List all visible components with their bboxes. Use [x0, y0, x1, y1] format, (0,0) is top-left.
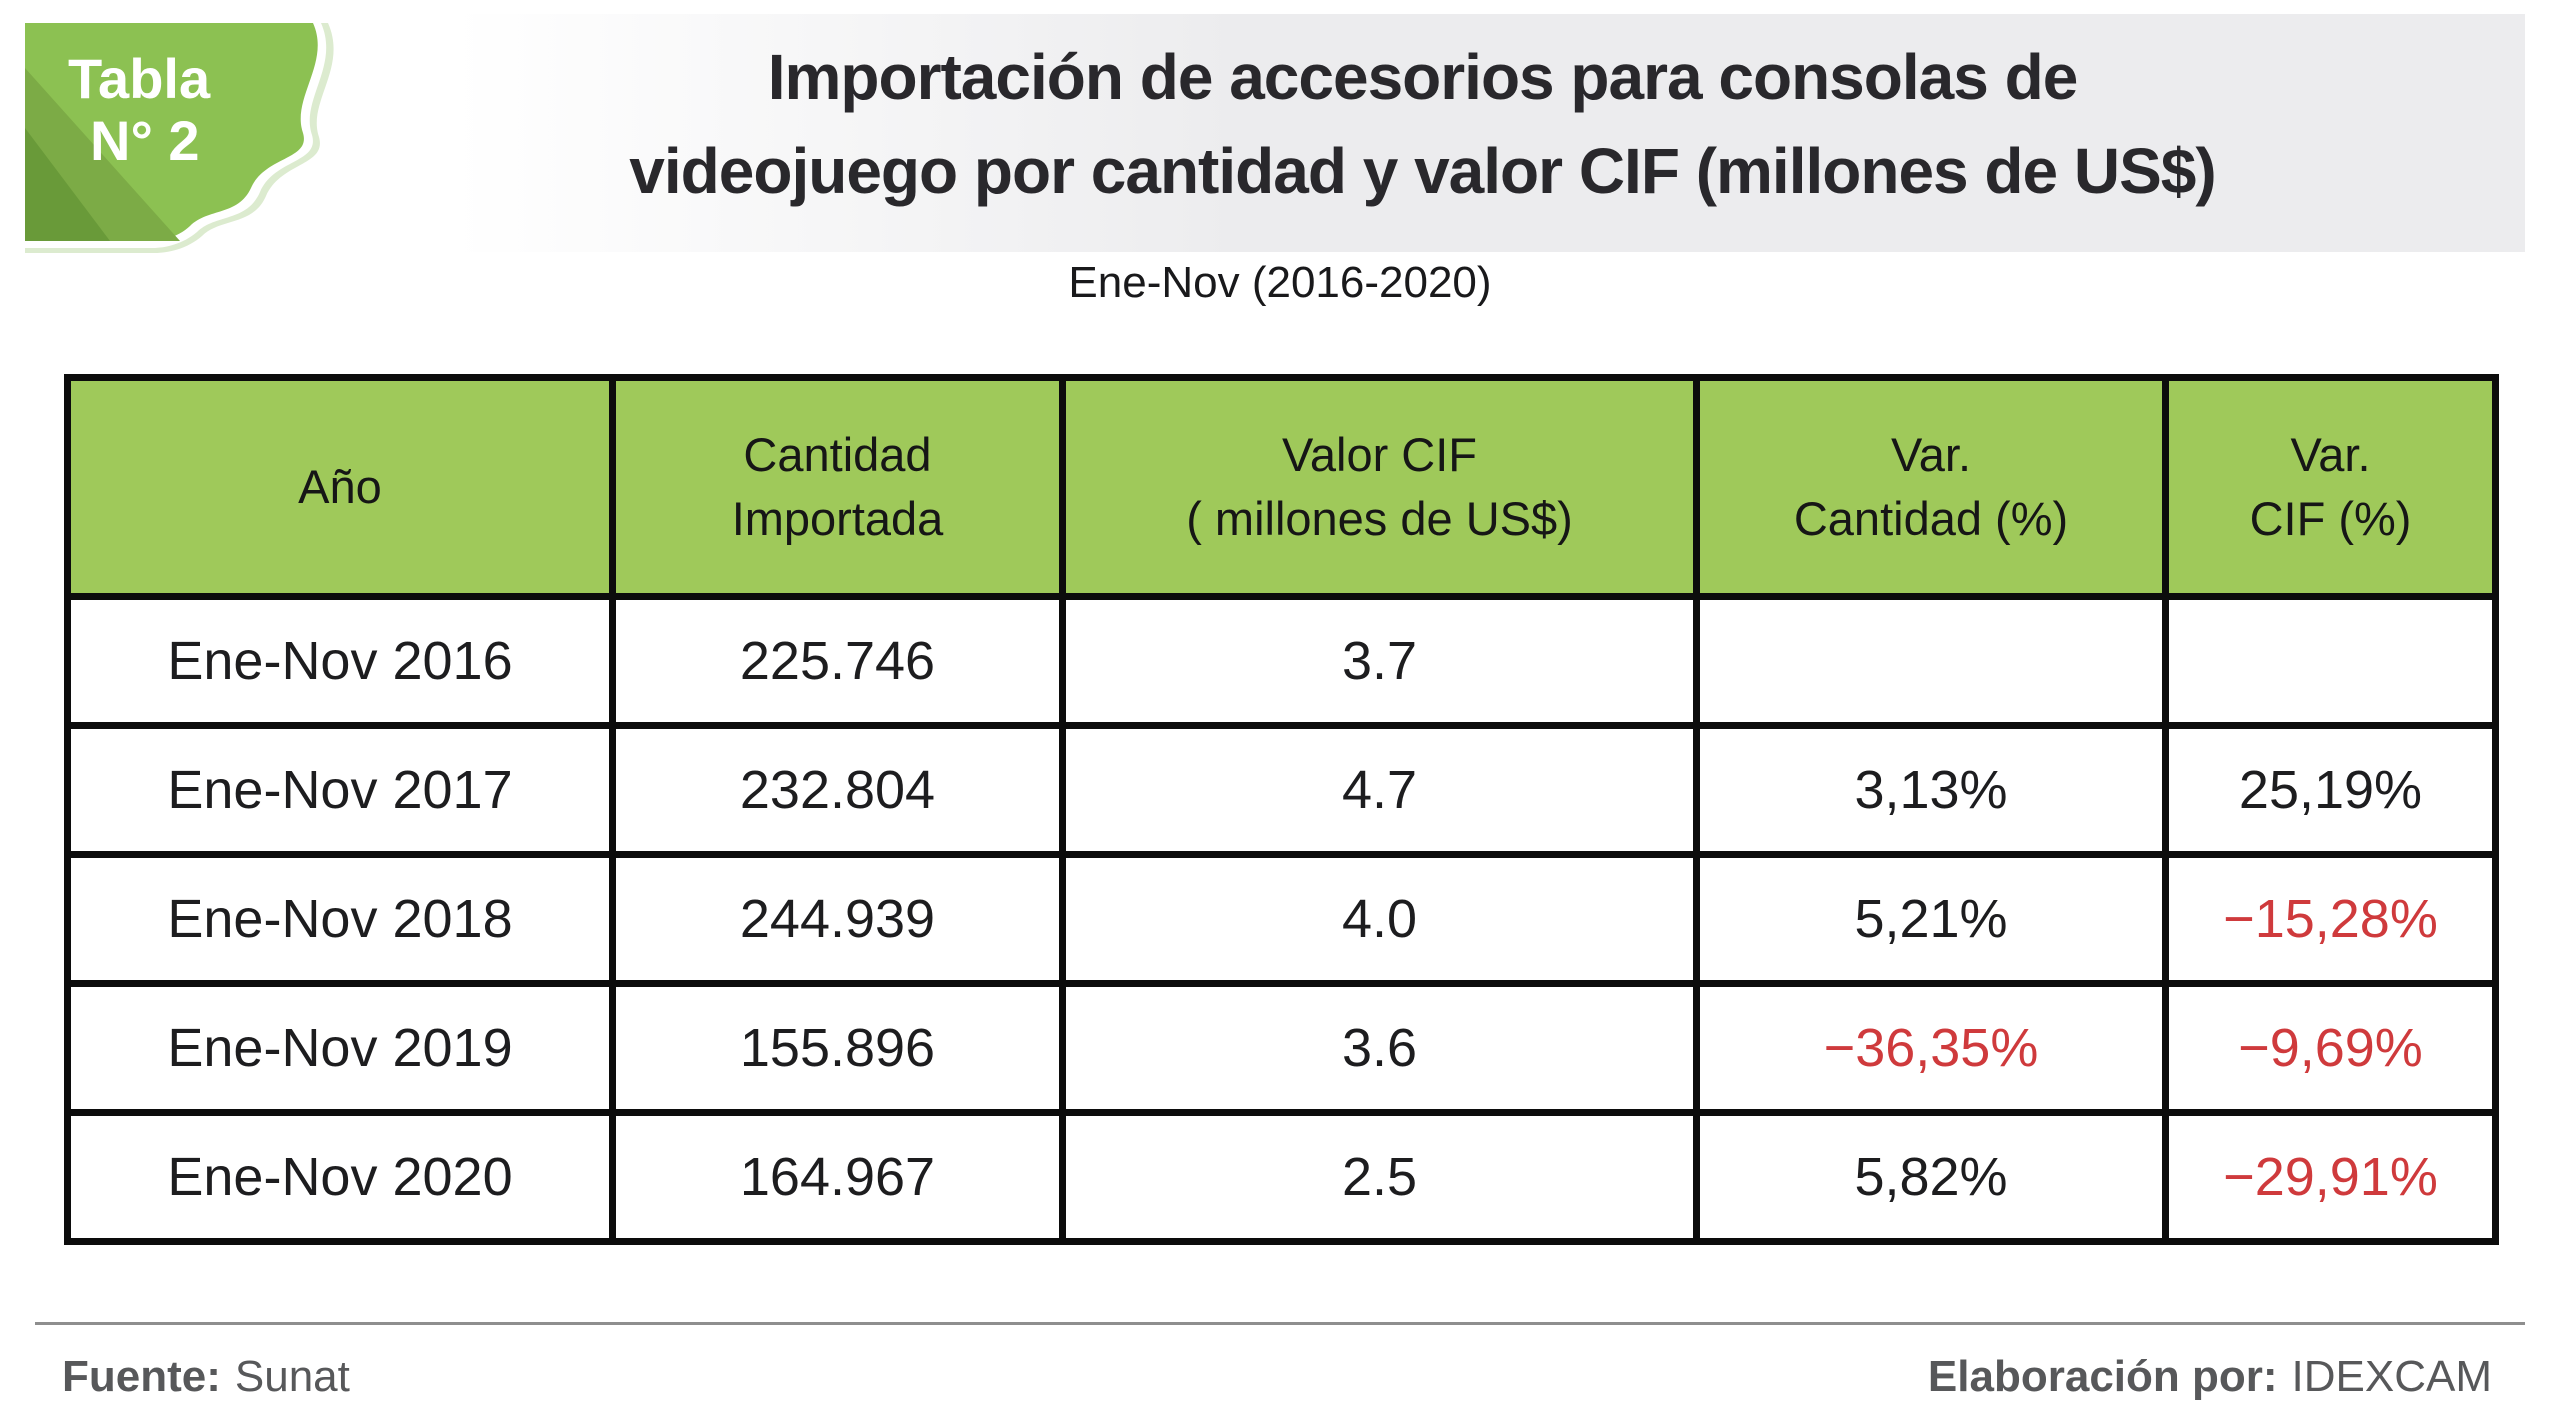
table-cell: 3,13%	[1693, 722, 2169, 858]
table-cell: 3.7	[1059, 593, 1700, 729]
page-subtitle: Ene-Nov (2016-2020)	[1068, 258, 1492, 307]
table-cell: 3.6	[1059, 980, 1700, 1116]
table-cell: Ene-Nov 2017	[64, 722, 616, 858]
table-cell: −9,69%	[2162, 980, 2499, 1116]
badge-shape: Tabla N° 2	[25, 23, 334, 253]
column-header: Var. Cantidad (%)	[1693, 374, 2169, 600]
table-header-row: Año Cantidad Importada Valor CIF ( millone…	[64, 374, 2499, 600]
table-row: Ene-Nov 2019 155.896 3.6 −36,35% −9,69%	[64, 980, 2499, 1116]
table-cell: 25,19%	[2162, 722, 2499, 858]
footer-divider	[35, 1322, 2525, 1325]
table-row: Ene-Nov 2020 164.967 2.5 5,82% −29,91%	[64, 1109, 2499, 1245]
table-cell: −15,28%	[2162, 851, 2499, 987]
source-value: Sunat	[234, 1352, 350, 1401]
table-cell: −36,35%	[1693, 980, 2169, 1116]
badge-wedge-dark	[25, 128, 110, 241]
table-cell: Ene-Nov 2019	[64, 980, 616, 1116]
elaboration-value: IDEXCAM	[2291, 1352, 2492, 1401]
table-cell: 2.5	[1059, 1109, 1700, 1245]
table-cell: Ene-Nov 2020	[64, 1109, 616, 1245]
table-cell: 5,82%	[1693, 1109, 2169, 1245]
table-cell: 244.939	[609, 851, 1066, 987]
page-title-line1: Importación de accesorios para consolas …	[767, 41, 2079, 113]
source-label: Fuente:	[62, 1352, 221, 1401]
title-background-band	[60, 14, 2525, 252]
table-cell	[1693, 593, 2169, 729]
badge-label-line1: Tabla	[68, 47, 211, 110]
table-cell: Ene-Nov 2018	[64, 851, 616, 987]
table-cell: 5,21%	[1693, 851, 2169, 987]
badge-label-line2: N° 2	[90, 109, 200, 172]
table-cell	[2162, 593, 2499, 729]
table-cell: 164.967	[609, 1109, 1066, 1245]
table-row: Ene-Nov 2016 225.746 3.7	[64, 593, 2499, 729]
page-title: Importación de accesorios para consolas …	[330, 30, 2515, 218]
table-cell: 232.804	[609, 722, 1066, 858]
table-cell: −29,91%	[2162, 1109, 2499, 1245]
column-header: Var. CIF (%)	[2162, 374, 2499, 600]
source-note: Fuente: Sunat	[62, 1352, 350, 1402]
page-title-line2: videojuego por cantidad y valor CIF (mil…	[629, 135, 2216, 207]
table-row: Ene-Nov 2018 244.939 4.0 5,21% −15,28%	[64, 851, 2499, 987]
table-cell: 4.0	[1059, 851, 1700, 987]
table-cell: 155.896	[609, 980, 1066, 1116]
table-row: Ene-Nov 2017 232.804 4.7 3,13% 25,19%	[64, 722, 2499, 858]
table-cell: Ene-Nov 2016	[64, 593, 616, 729]
column-header: Año	[64, 374, 616, 600]
column-header: Valor CIF ( millones de US$)	[1059, 374, 1700, 600]
elaboration-note: Elaboración por: IDEXCAM	[1928, 1352, 2492, 1402]
table-cell: 225.746	[609, 593, 1066, 729]
import-data-table: Año Cantidad Importada Valor CIF ( millone…	[64, 374, 2499, 1245]
table-cell: 4.7	[1059, 722, 1700, 858]
column-header: Cantidad Importada	[609, 374, 1066, 600]
elaboration-label: Elaboración por:	[1927, 1352, 2278, 1401]
table-number-badge: Tabla N° 2	[10, 8, 355, 263]
